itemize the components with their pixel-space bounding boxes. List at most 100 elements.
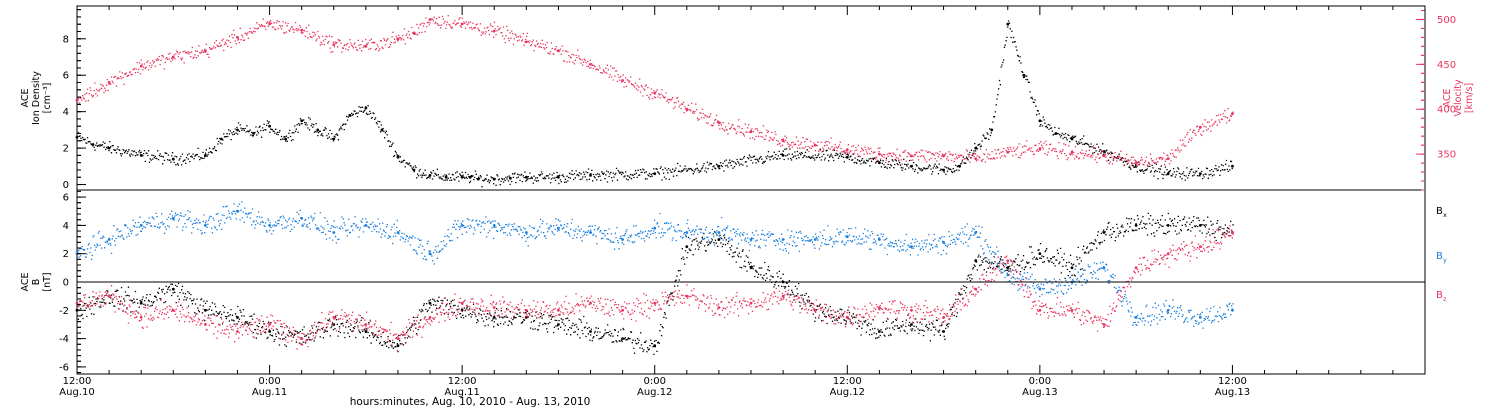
data-point [813, 238, 817, 241]
y-axis-title-density-line: Ion Density [31, 71, 42, 125]
x-tick-label-time: 0:00 [258, 376, 280, 387]
y-axis-title-field: ACE B [nT] [20, 272, 53, 291]
data-point [380, 128, 384, 132]
x-axis: 12:00Aug.100:00Aug.1112:00Aug.110:00Aug.… [59, 6, 1426, 398]
data-point [1038, 287, 1042, 291]
data-point [1038, 308, 1042, 312]
data-point [492, 316, 496, 319]
y-axis-velocity: 350 400 450 500 [1416, 9, 1456, 191]
y-tick-label: 500 [1437, 15, 1456, 26]
data-point [492, 29, 496, 33]
data-point [139, 301, 143, 305]
data-point [589, 174, 592, 177]
x-axis-title: hours:minutes, Aug. 10, 2010 - Aug. 13, … [350, 396, 591, 408]
data-point [1070, 308, 1074, 312]
data-point [1054, 132, 1058, 135]
y-axis-title-velocity-line: ACE [1442, 89, 1453, 108]
data-point [717, 121, 721, 125]
data-point [557, 175, 560, 179]
y-tick-label: 2 [63, 249, 69, 260]
data-point [1231, 164, 1234, 168]
data-point [1166, 252, 1170, 256]
data-point [813, 143, 817, 147]
data-point [653, 172, 657, 176]
x-tick-label-date: Aug.11 [252, 387, 287, 398]
data-point [621, 79, 624, 82]
data-point [1070, 150, 1074, 154]
data-point [958, 164, 961, 168]
legend-label: B [1436, 290, 1443, 301]
data-point [1231, 308, 1234, 312]
data-point [910, 308, 913, 312]
data-point [1166, 157, 1170, 161]
data-point [1166, 224, 1170, 227]
data-point [75, 301, 79, 305]
data-point [878, 152, 881, 156]
data-point [364, 224, 368, 227]
x-tick-label-time: 12:00 [1218, 376, 1247, 387]
y-tick-label: -2 [59, 306, 69, 317]
data-point [1102, 266, 1106, 270]
data-point [316, 128, 320, 132]
data-point [749, 238, 753, 241]
data-point [364, 323, 368, 326]
data-point [1231, 112, 1234, 116]
data-point [204, 49, 207, 53]
y-axis-title-field-line: ACE [20, 273, 31, 292]
data-point [1166, 308, 1170, 312]
data-point [974, 287, 978, 291]
data-point [990, 128, 994, 132]
y-tick-label: 6 [63, 71, 69, 82]
series-top-1-trace [77, 15, 1234, 167]
data-point [1038, 147, 1042, 151]
data-point [268, 224, 271, 227]
data-point [492, 177, 496, 181]
data-point [171, 287, 175, 291]
data-point [332, 316, 336, 319]
data-point [557, 323, 560, 326]
legend-label: B [1436, 206, 1443, 217]
data-point [557, 226, 560, 230]
data-point [621, 337, 624, 340]
data-point [492, 306, 496, 309]
data-point [974, 231, 978, 234]
y-tick-label: 2 [63, 144, 69, 155]
data-point [171, 216, 175, 220]
data-point [300, 119, 304, 123]
data-point [589, 62, 592, 66]
legend-label: B [1436, 251, 1443, 262]
data-point [845, 316, 849, 319]
data-point [1134, 161, 1138, 165]
y-tick-label: 400 [1437, 105, 1456, 116]
data-point [589, 330, 592, 333]
data-point [1006, 150, 1010, 154]
data-point [845, 148, 849, 152]
y-tick-label: 4 [63, 107, 69, 118]
data-point [878, 330, 881, 333]
data-point [236, 128, 239, 132]
data-point [813, 308, 817, 312]
data-point [268, 323, 271, 326]
y-tick-label: 8 [63, 34, 69, 45]
data-point [1198, 316, 1202, 319]
data-point [621, 308, 624, 312]
x-tick-label-date: Aug.13 [1215, 387, 1250, 398]
y-axis-title-velocity-line: Velocity [1453, 79, 1464, 117]
data-point [685, 245, 689, 249]
data-point [1134, 224, 1138, 227]
data-point [749, 266, 753, 270]
data-point [781, 294, 785, 298]
data-point [878, 306, 881, 309]
data-point [75, 135, 79, 139]
data-point [653, 301, 657, 305]
data-point [332, 231, 336, 234]
series-bottom-2-group [75, 225, 1234, 352]
y-axis-title-density-line: [cm⁻³] [42, 83, 53, 114]
data-point [621, 238, 624, 241]
data-point [942, 316, 945, 319]
data-point [974, 259, 978, 263]
data-point [1198, 172, 1202, 176]
